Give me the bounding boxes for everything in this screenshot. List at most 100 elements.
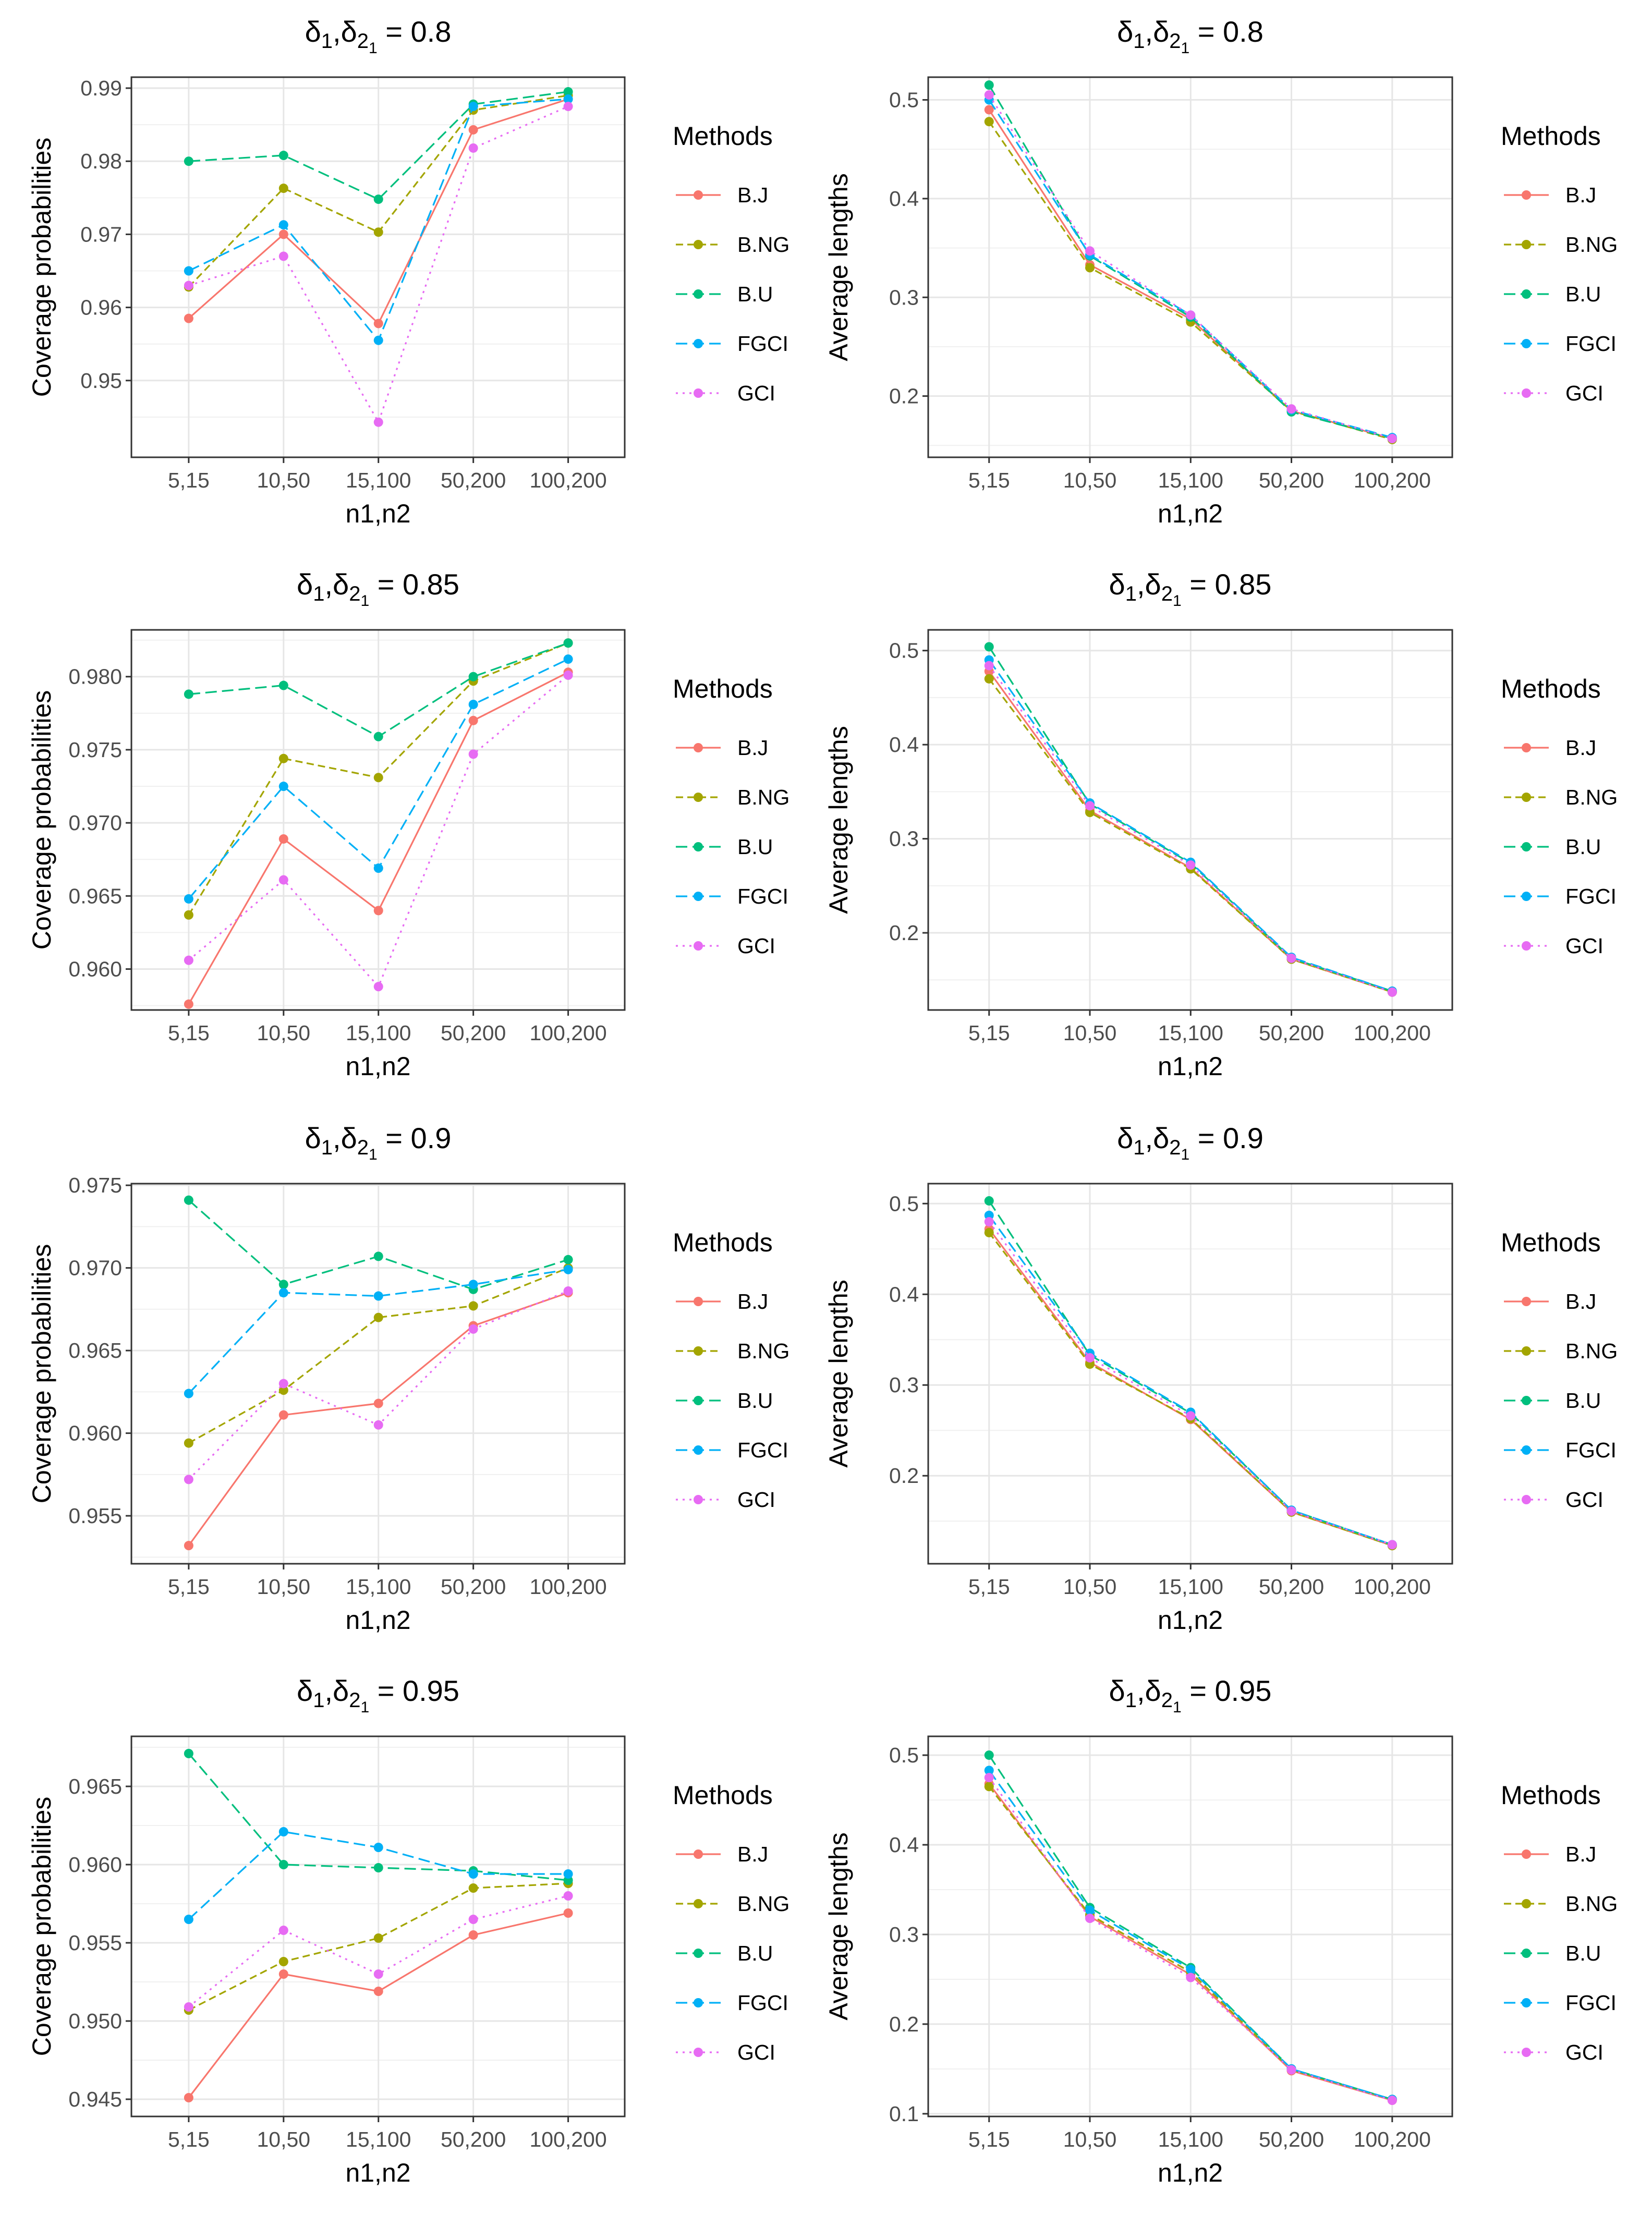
data-point-b-ng — [278, 1957, 288, 1966]
legend-label: FGCI — [1565, 884, 1617, 908]
x-tick-label: 5,15 — [968, 2127, 1010, 2151]
chart-panel-r3c1: 0.955 0.960 0.965 0.970 0.975 5,15 10,50 15,100… — [27, 1122, 789, 1635]
series-line-b-u — [988, 84, 1393, 440]
data-point-fgci — [468, 102, 478, 112]
data-point-b-j — [278, 229, 288, 239]
data-point-b-ng — [373, 1933, 383, 1943]
legend-key-point — [1522, 240, 1531, 249]
legend-key-point — [1522, 842, 1531, 851]
legend-key-point — [1522, 339, 1531, 348]
legend-key-point — [1522, 1396, 1531, 1405]
y-tick-label: 0.955 — [68, 1504, 122, 1528]
data-point-gci — [468, 1915, 478, 1924]
legend-title: Methods — [1501, 1781, 1601, 1810]
y-tick-label: 0.1 — [889, 2102, 919, 2126]
data-point-b-u — [563, 1255, 573, 1264]
data-point-fgci — [278, 1827, 288, 1836]
data-point-gci — [984, 1217, 994, 1227]
x-tick-label: 100,200 — [1354, 468, 1431, 492]
x-tick-label: 15,100 — [1158, 2127, 1223, 2151]
legend-label: B.U — [1565, 1389, 1601, 1413]
data-point-b-ng — [278, 753, 288, 763]
legend-key-point — [694, 1297, 703, 1306]
legend-key-point — [1522, 388, 1531, 398]
data-point-b-u — [373, 1251, 383, 1261]
y-tick-label: 0.960 — [68, 957, 122, 981]
y-tick-label: 0.5 — [889, 639, 919, 663]
legend: Methods B.J B.NG B.U FGCI GCI — [1501, 1228, 1618, 1512]
legend-key-point — [694, 1899, 703, 1908]
data-point-b-j — [563, 1908, 573, 1918]
x-tick-label: 50,200 — [1259, 468, 1324, 492]
data-point-gci — [1387, 2096, 1397, 2106]
data-point-b-j — [184, 1541, 193, 1551]
y-tick-label: 0.5 — [889, 1743, 919, 1767]
data-point-b-ng — [1085, 808, 1095, 818]
legend-key-point — [694, 240, 703, 249]
y-tick-label: 0.3 — [889, 285, 919, 309]
data-point-fgci — [373, 1843, 383, 1852]
legend-key-point — [694, 892, 703, 901]
chart-panel-r2c2: 0.2 0.3 0.4 0.5 5,15 10,50 15,100 50,200 100,200… — [824, 568, 1618, 1081]
legend: Methods B.J B.NG B.U FGCI GCI — [1501, 674, 1618, 958]
legend-key-point — [1522, 2048, 1531, 2057]
legend-label: GCI — [737, 1488, 775, 1512]
y-tick-label: 0.960 — [68, 1421, 122, 1445]
y-tick-label: 0.960 — [68, 1853, 122, 1877]
legend-key-point — [1522, 743, 1531, 752]
data-point-b-j — [184, 999, 193, 1009]
data-point-b-u — [278, 680, 288, 690]
series-line-b-u — [988, 1755, 1393, 2100]
data-point-b-ng — [184, 1438, 193, 1448]
legend-label: B.NG — [737, 233, 789, 257]
data-point-gci — [563, 670, 573, 680]
y-tick-label: 0.5 — [889, 1191, 919, 1215]
x-tick-label: 50,200 — [441, 1575, 506, 1599]
legend-key-point — [694, 339, 703, 348]
legend-label: B.U — [1565, 835, 1601, 859]
data-point-gci — [468, 1324, 478, 1334]
legend-label: B.U — [737, 1941, 773, 1965]
x-tick-label: 5,15 — [968, 1575, 1010, 1599]
x-tick-label: 10,50 — [257, 2127, 310, 2151]
y-tick-label: 0.96 — [80, 296, 122, 320]
y-tick-label: 0.965 — [68, 1774, 122, 1798]
legend-key-point — [1522, 1495, 1531, 1504]
y-tick-label: 0.4 — [889, 1282, 919, 1306]
data-point-b-u — [373, 1863, 383, 1872]
legend-key-point — [1522, 1849, 1531, 1859]
data-point-gci — [984, 90, 994, 100]
chart-panel-r1c1: 0.95 0.96 0.97 0.98 0.99 5,15 10,50 15,100 50,20… — [27, 15, 789, 528]
data-point-fgci — [184, 1389, 193, 1398]
data-point-b-ng — [1085, 263, 1095, 273]
y-tick-label: 0.950 — [68, 2009, 122, 2033]
panel-title: δ1,δ21 = 0.9 — [305, 1122, 452, 1163]
chart-panel-r4c1: 0.945 0.950 0.955 0.960 0.965 5,15 10,50 15,100… — [27, 1674, 789, 2187]
data-point-b-j — [184, 2093, 193, 2102]
data-point-gci — [1186, 1973, 1196, 1982]
legend-label: GCI — [737, 934, 775, 958]
chart-panel-r3c2: 0.2 0.3 0.4 0.5 5,15 10,50 15,100 50,200 100,200… — [824, 1122, 1618, 1635]
data-point-fgci — [278, 782, 288, 792]
legend-key-point — [694, 1949, 703, 1958]
legend-label: B.NG — [1565, 1892, 1618, 1916]
x-tick-label: 5,15 — [168, 2127, 210, 2151]
legend-title: Methods — [1501, 1228, 1601, 1257]
legend-label: B.J — [737, 1289, 768, 1313]
legend-label: GCI — [737, 381, 775, 405]
y-tick-label: 0.2 — [889, 921, 919, 945]
legend-key-point — [694, 1396, 703, 1405]
data-point-b-u — [278, 1860, 288, 1869]
data-point-gci — [984, 1773, 994, 1783]
data-point-b-u — [184, 156, 193, 166]
data-point-gci — [278, 1926, 288, 1935]
data-point-gci — [1085, 1353, 1095, 1363]
y-tick-label: 0.2 — [889, 384, 919, 408]
y-tick-label: 0.970 — [68, 811, 122, 835]
data-point-b-j — [373, 906, 383, 916]
data-point-gci — [1186, 310, 1196, 320]
data-point-b-u — [468, 672, 478, 681]
panel-title: δ1,δ21 = 0.95 — [297, 1674, 459, 1716]
panel-title: δ1,δ21 = 0.85 — [1109, 568, 1272, 610]
y-tick-label: 0.965 — [68, 884, 122, 908]
